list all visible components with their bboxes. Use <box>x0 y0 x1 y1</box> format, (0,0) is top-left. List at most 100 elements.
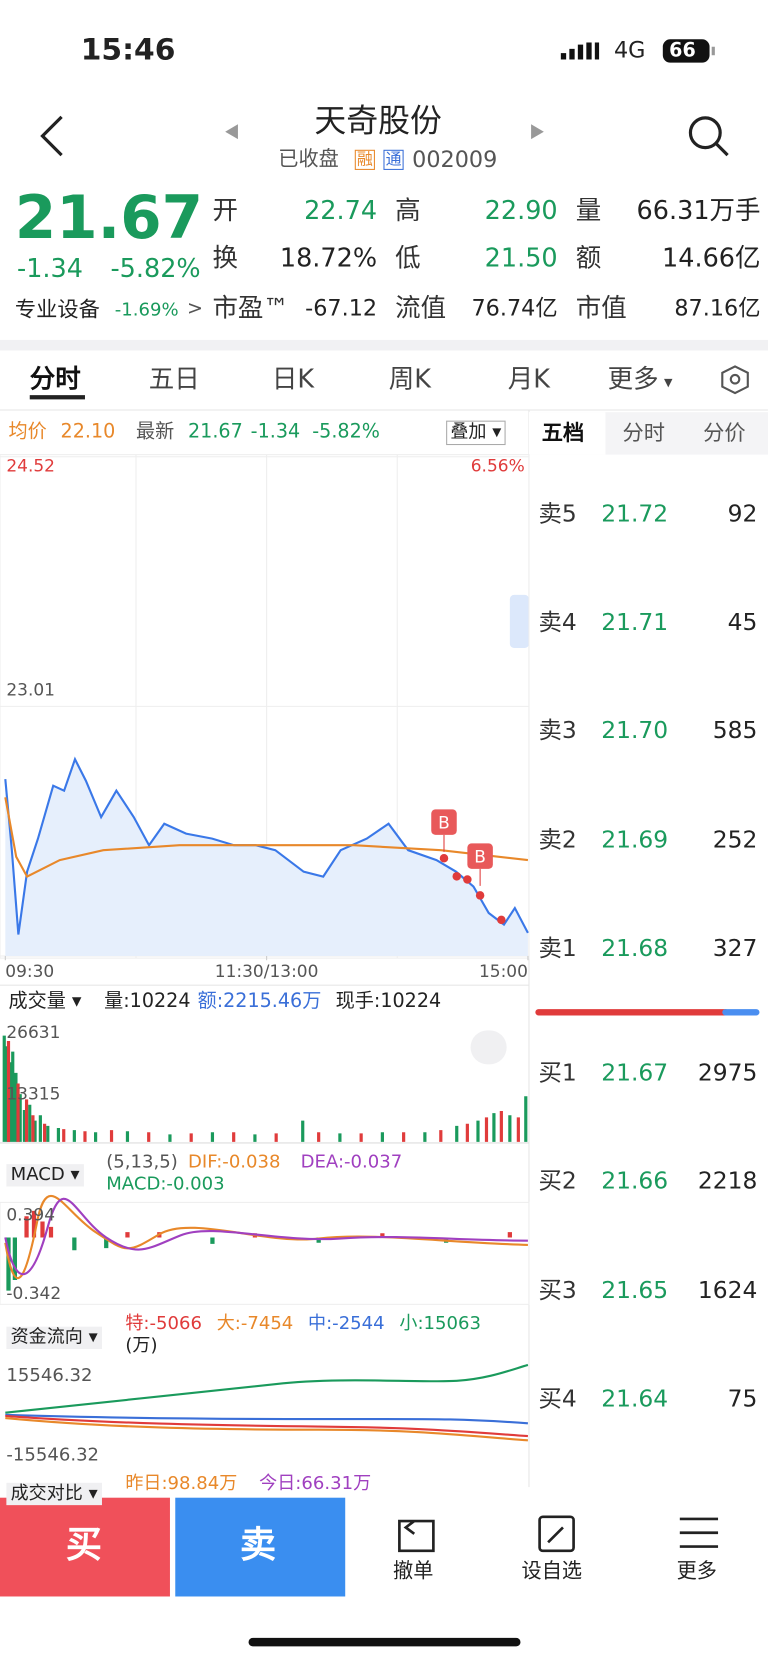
compare-today: 今日:66.31万 <box>259 1473 372 1495</box>
pct-label: 6.56% <box>471 457 525 477</box>
book-side: 买1 <box>538 1060 577 1087</box>
overlay[interactable]: 叠加 ▾ <box>446 420 506 446</box>
volume-selector[interactable]: 成交量 ▾ <box>8 989 82 1013</box>
more-label[interactable]: 更多 <box>676 1559 718 1583</box>
trade-dot <box>439 854 449 863</box>
flow-large: 大:-7454 <box>216 1312 294 1335</box>
y-tick-label: 23.01 <box>6 681 55 701</box>
avg-value: 22.10 <box>60 420 116 443</box>
zoom[interactable] <box>470 1030 507 1065</box>
expand[interactable] <box>509 594 529 648</box>
macd-selector[interactable]: MACD ▾ <box>6 1164 84 1187</box>
book-price: 21.67 <box>601 1060 669 1087</box>
prev[interactable] <box>225 124 238 140</box>
flow-max: 15546.32 <box>6 1364 93 1387</box>
cancel-icon <box>398 1519 435 1553</box>
book-size: 2975 <box>697 1060 758 1087</box>
time: 15:46 <box>80 31 176 67</box>
book-size: 327 <box>712 935 758 963</box>
book-side: 买3 <box>538 1277 577 1305</box>
quote-value: 22.90 <box>484 195 558 226</box>
label: 资金流向 <box>10 1326 83 1348</box>
sell-label: 卖 <box>240 1524 277 1567</box>
book-price: 21.69 <box>601 827 669 855</box>
volume-vol: 量:10224 <box>104 989 191 1013</box>
stock-code: 002009 <box>412 146 498 173</box>
marker-box <box>431 809 457 835</box>
book-tab[interactable]: 分价 <box>703 419 746 446</box>
macd-frame <box>0 1201 530 1305</box>
trade-dot <box>463 875 472 884</box>
macd-max: 0.394 <box>6 1204 56 1225</box>
settings[interactable] <box>721 365 749 395</box>
search[interactable] <box>688 116 722 150</box>
compare-selector[interactable]: 成交对比 ▾ <box>6 1482 102 1506</box>
buy-button[interactable] <box>0 1497 170 1597</box>
change: -1.34 <box>16 253 83 284</box>
caret: ▾ <box>658 371 673 392</box>
macd-value: MACD:-0.003 <box>106 1173 225 1195</box>
more-icon <box>679 1517 719 1548</box>
quote-value: 22.74 <box>304 195 378 226</box>
watch-label[interactable]: 设自选 <box>521 1559 583 1583</box>
tab[interactable]: 更多 ▾ <box>607 364 673 395</box>
quote-label: 开 <box>212 195 238 226</box>
tab[interactable]: 日K <box>271 364 315 395</box>
tab[interactable]: 月K <box>507 364 550 395</box>
compare-yesterday: 昨日:98.84万 <box>125 1473 238 1495</box>
flow-selector[interactable]: 资金流向 ▾ <box>6 1326 102 1349</box>
quote-value: 21.50 <box>484 243 558 273</box>
quote-label: 流值 <box>395 293 447 323</box>
avg-line <box>4 797 529 879</box>
flow-small <box>5 1363 529 1414</box>
tab[interactable]: 五日 <box>148 364 200 395</box>
book-size: 585 <box>712 718 758 745</box>
volume-mid: 13315 <box>6 1083 61 1104</box>
x-tick-label: 15:00 <box>479 962 528 982</box>
quote-value: 66.31万手 <box>636 195 761 226</box>
flow-unit: (万) <box>125 1335 158 1357</box>
trade-dot <box>497 915 506 925</box>
book-size: 1624 <box>697 1277 758 1305</box>
quote-label: 低 <box>395 243 421 273</box>
last-label: 最新 <box>135 420 175 443</box>
sell-button[interactable] <box>175 1497 346 1597</box>
volume-bars <box>6 1040 520 1142</box>
book-price: 21.72 <box>601 501 669 528</box>
avg-label: 均价 <box>8 420 47 443</box>
quote-value: 76.74亿 <box>471 295 558 321</box>
x-tick-label: 09:30 <box>5 962 54 982</box>
sector-pct: -1.69% <box>114 299 179 321</box>
chevron: > <box>186 297 203 320</box>
last-pct: -5.82% <box>312 420 380 443</box>
marker: B <box>474 848 486 868</box>
search-handle <box>714 142 729 157</box>
book-size: 252 <box>712 827 758 855</box>
book-side: 买2 <box>538 1168 577 1195</box>
tab[interactable]: 周K <box>388 364 431 395</box>
volume-max: 26631 <box>6 1021 61 1043</box>
flow-small: 小:15063 <box>399 1312 481 1335</box>
macd-bars <box>6 1237 449 1291</box>
cancel-label[interactable]: 撤单 <box>393 1559 434 1583</box>
book-tab[interactable]: 五档 <box>541 419 585 446</box>
battery-level: 66 <box>669 39 696 62</box>
back[interactable] <box>40 115 63 157</box>
watch-icon <box>538 1515 575 1553</box>
quote-label: 市值 <box>575 293 627 323</box>
change-pct: -5.82% <box>110 253 201 284</box>
book-side: 卖4 <box>538 609 577 637</box>
home-indicator <box>248 1637 521 1647</box>
flow-mid: 中:-2544 <box>308 1312 385 1335</box>
book-size: 92 <box>727 501 758 528</box>
marker-box <box>467 843 493 869</box>
book-tab[interactable]: 分时 <box>622 419 665 446</box>
volume-hand: 现手:10224 <box>335 989 442 1013</box>
dea-line <box>4 1197 528 1276</box>
next[interactable] <box>531 124 544 140</box>
tab[interactable]: 分时 <box>29 364 81 395</box>
network: 4G <box>613 37 646 63</box>
sector[interactable]: 专业设备 <box>14 296 100 322</box>
